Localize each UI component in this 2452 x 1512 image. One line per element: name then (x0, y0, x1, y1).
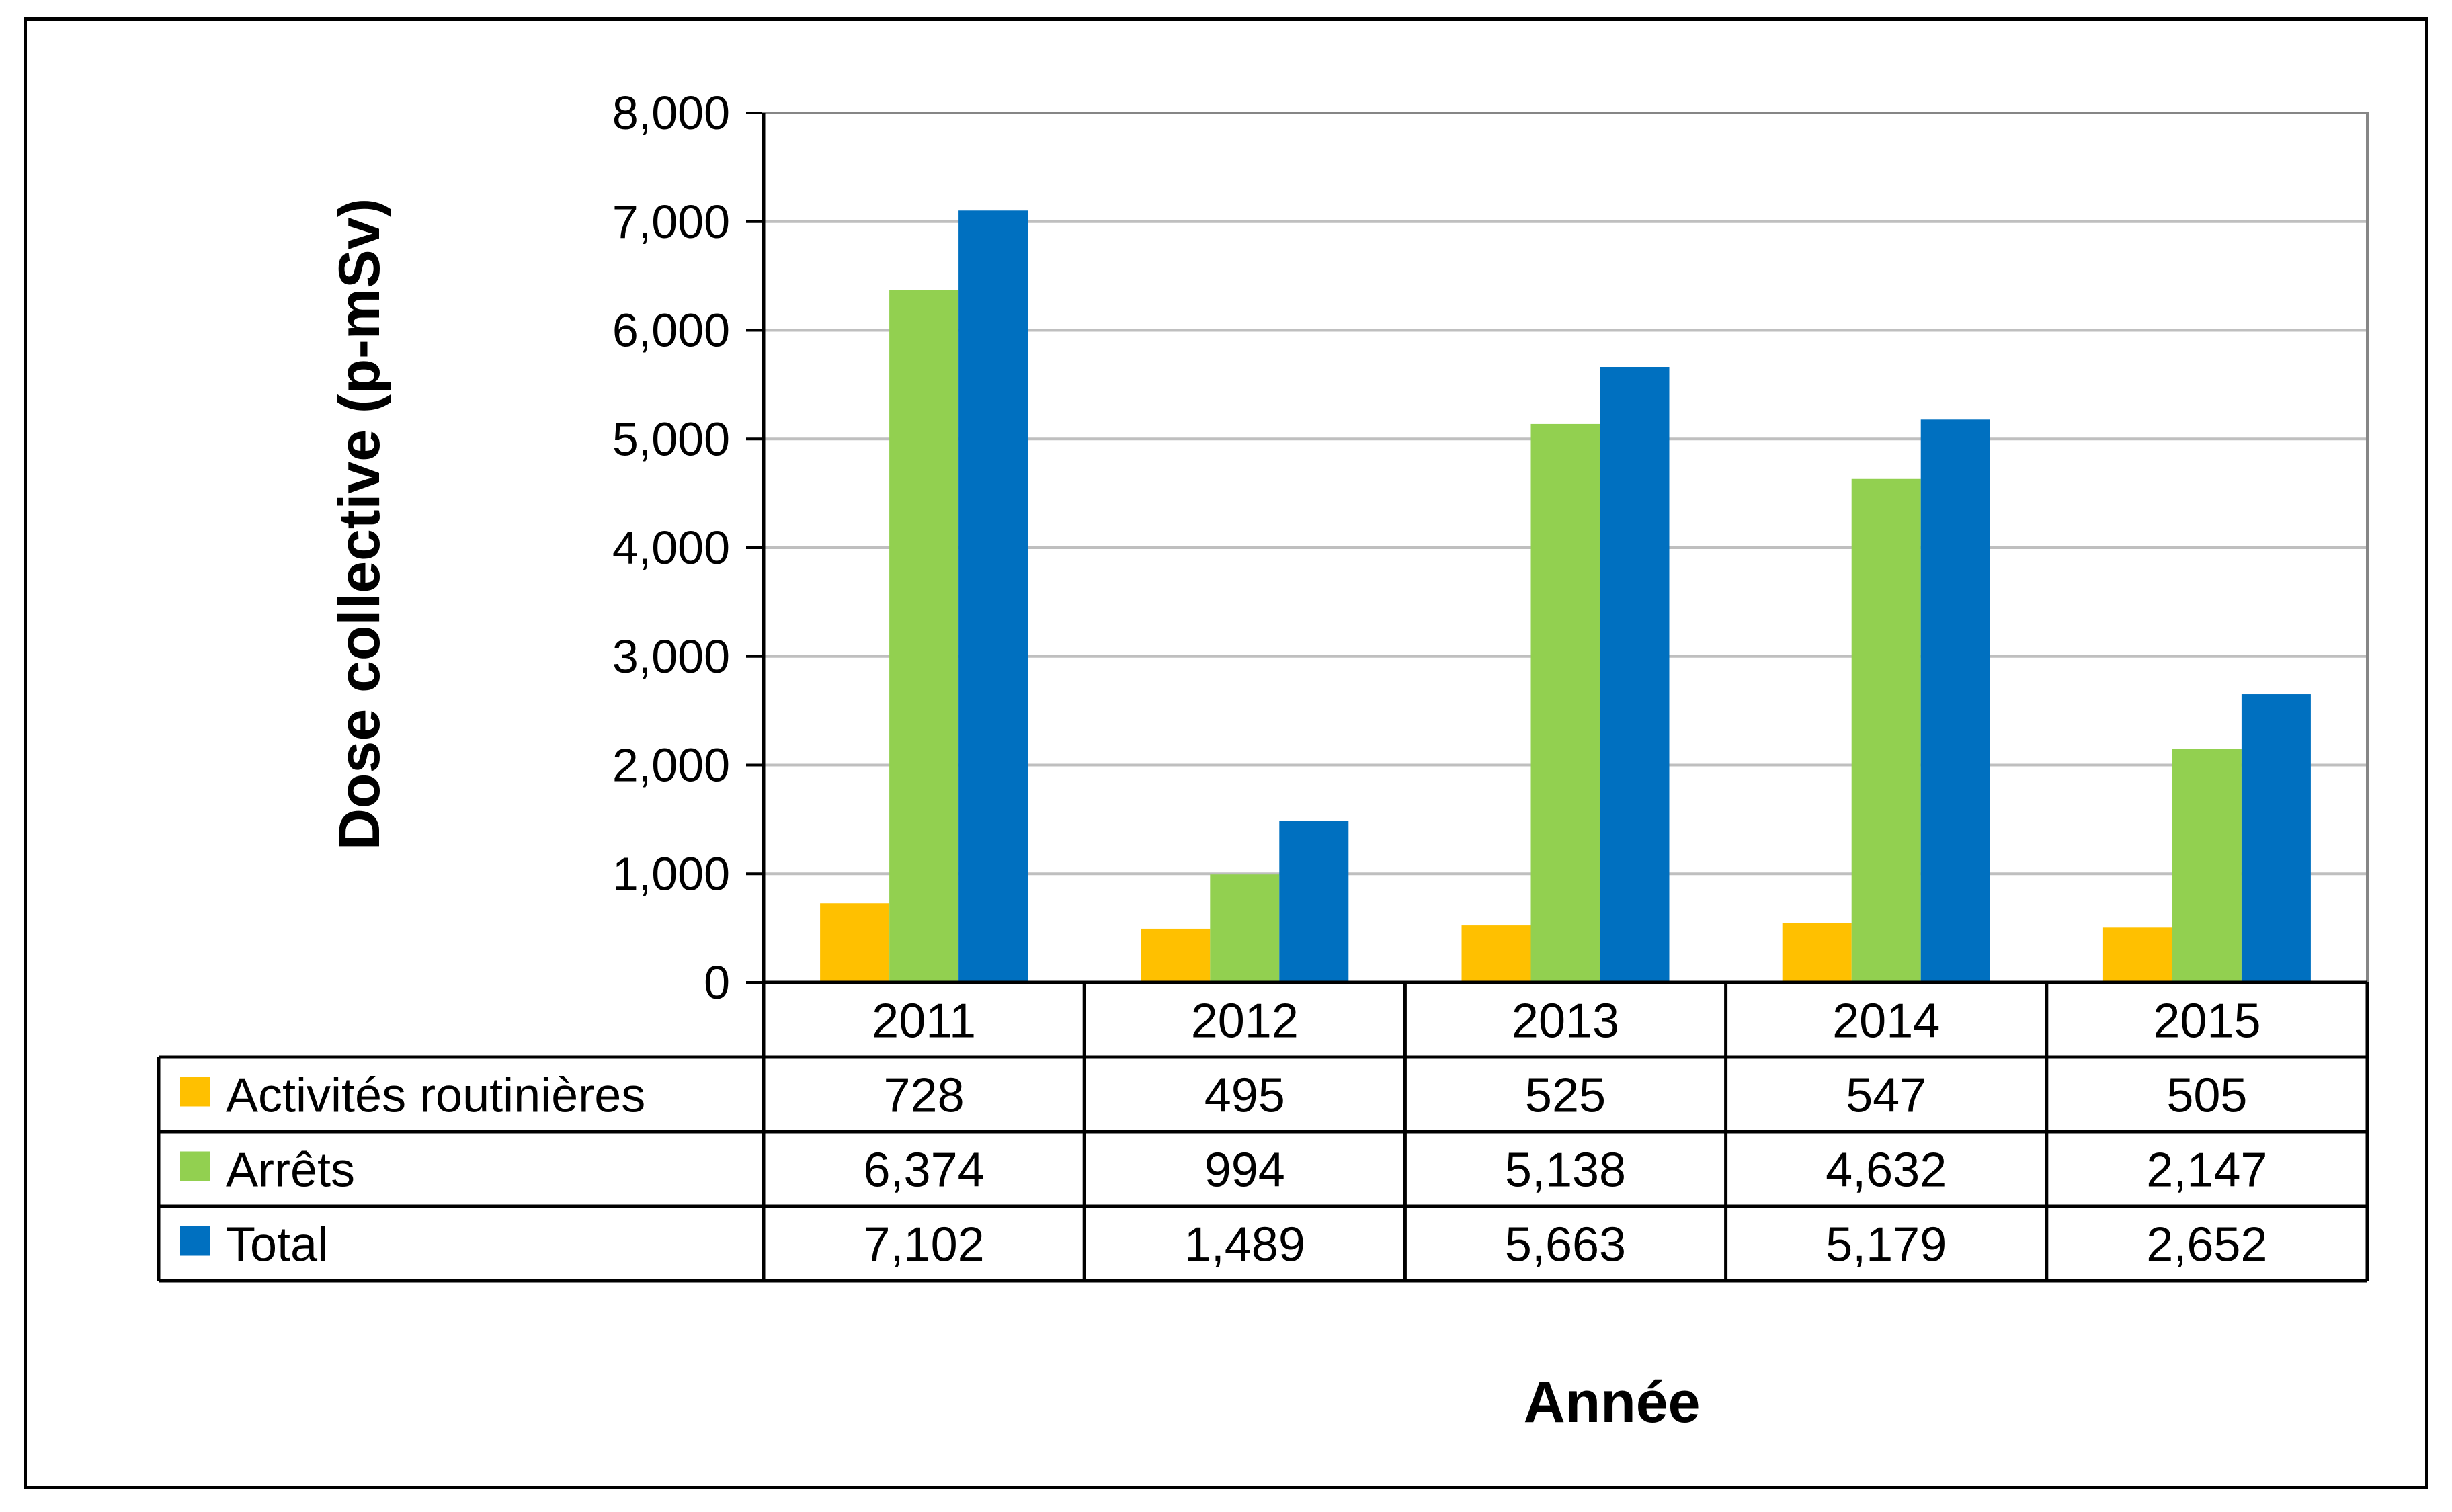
bars (820, 210, 2311, 983)
category-label: 2012 (1191, 995, 1299, 1048)
bar-total-2015 (2241, 694, 2311, 982)
series-name: Activités routinières (226, 1069, 645, 1123)
series-name: Total (226, 1218, 328, 1272)
category-label: 2011 (872, 995, 976, 1048)
data-value: 4,632 (1826, 1144, 1947, 1198)
data-value: 2,652 (2146, 1218, 2267, 1272)
data-value: 547 (1846, 1069, 1926, 1123)
bar-total-2011 (958, 210, 1028, 983)
x-axis-title: Année (1524, 1370, 1701, 1435)
data-value: 994 (1204, 1144, 1285, 1198)
bar-activit-s-routini-res-2014 (1782, 923, 1852, 982)
data-value: 1,489 (1184, 1218, 1305, 1272)
legend-key (180, 1077, 210, 1107)
bar-arr-ts-2015 (2172, 749, 2242, 982)
y-tick-label: 6,000 (612, 304, 730, 357)
y-tick-label: 1,000 (612, 847, 730, 900)
y-tick-label: 4,000 (612, 521, 730, 574)
category-label: 2014 (1832, 995, 1940, 1048)
data-value: 505 (2166, 1069, 2247, 1123)
bar-total-2013 (1600, 367, 1670, 982)
series-name: Arrêts (226, 1144, 355, 1198)
data-value: 5,663 (1505, 1218, 1626, 1272)
y-tick-label: 2,000 (612, 739, 730, 792)
y-tick-label: 5,000 (612, 413, 730, 465)
chart-frame (24, 17, 2428, 1489)
category-label: 2013 (1512, 995, 1619, 1048)
legend-key (180, 1151, 210, 1181)
bar-arr-ts-2011 (889, 290, 959, 982)
y-tick-label: 0 (704, 956, 730, 1009)
y-tick-labels: 0 1,000 2,000 3,000 4,000 5,000 6,000 7,000 8,00… (612, 87, 730, 1009)
bar-arr-ts-2014 (1851, 478, 1921, 982)
bar-total-2014 (1920, 419, 1990, 982)
category-label: 2015 (2153, 995, 2260, 1048)
bar-activit-s-routini-res-2015 (2102, 927, 2172, 982)
bar-activit-s-routini-res-2011 (820, 903, 890, 982)
data-value: 2,147 (2146, 1144, 2267, 1198)
data-value: 6,374 (864, 1144, 985, 1198)
bar-activit-s-routini-res-2013 (1461, 925, 1531, 982)
bar-activit-s-routini-res-2012 (1141, 928, 1211, 982)
legend-key (180, 1226, 210, 1256)
bar-arr-ts-2012 (1210, 874, 1280, 982)
y-tick-label: 7,000 (612, 196, 730, 248)
bar-total-2012 (1279, 821, 1349, 982)
data-value: 5,179 (1826, 1218, 1947, 1272)
data-value: 495 (1204, 1069, 1285, 1123)
bar-arr-ts-2013 (1530, 423, 1600, 982)
data-table: 2011 2012 2013 2014 2015 Activités routinière… (157, 980, 2369, 1283)
data-value: 728 (884, 1069, 965, 1123)
data-value: 525 (1525, 1069, 1606, 1123)
data-value: 5,138 (1505, 1144, 1626, 1198)
y-tick-label: 3,000 (612, 630, 730, 683)
y-tick-label: 8,000 (612, 87, 730, 139)
y-axis-title: Dose collective (p-mSv) (327, 198, 392, 850)
data-value: 7,102 (864, 1218, 985, 1272)
